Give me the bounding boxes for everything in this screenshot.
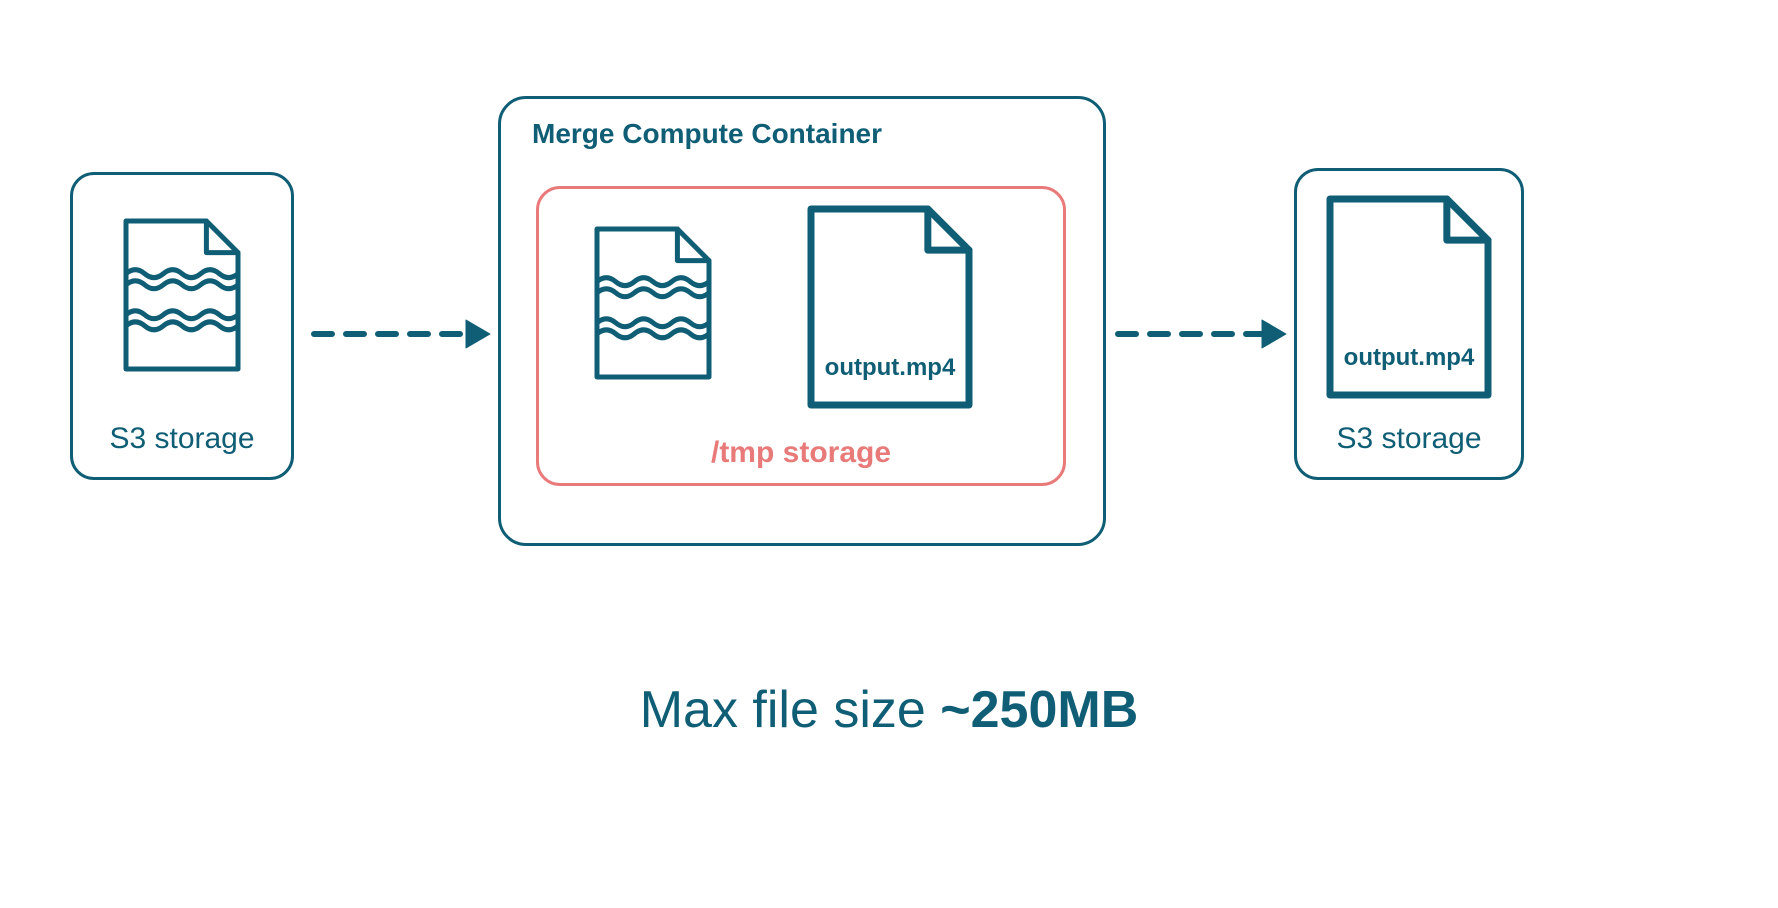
output-file-label: output.mp4 [804, 354, 976, 382]
output-file-label: output.mp4 [1323, 344, 1495, 372]
output-file-icon [804, 202, 976, 417]
output-file-icon [1323, 192, 1495, 407]
fragment-file-icon [121, 216, 243, 379]
tmp-storage-label: /tmp storage [536, 436, 1066, 470]
s3-source-label: S3 storage [70, 422, 294, 456]
caption-value: ~250MB [940, 681, 1138, 739]
container-title: Merge Compute Container [532, 118, 882, 150]
fragment-file-icon [592, 224, 714, 387]
s3-dest-label: S3 storage [1294, 422, 1524, 456]
caption: Max file size ~250MB [0, 680, 1778, 740]
caption-prefix: Max file size [640, 681, 941, 739]
